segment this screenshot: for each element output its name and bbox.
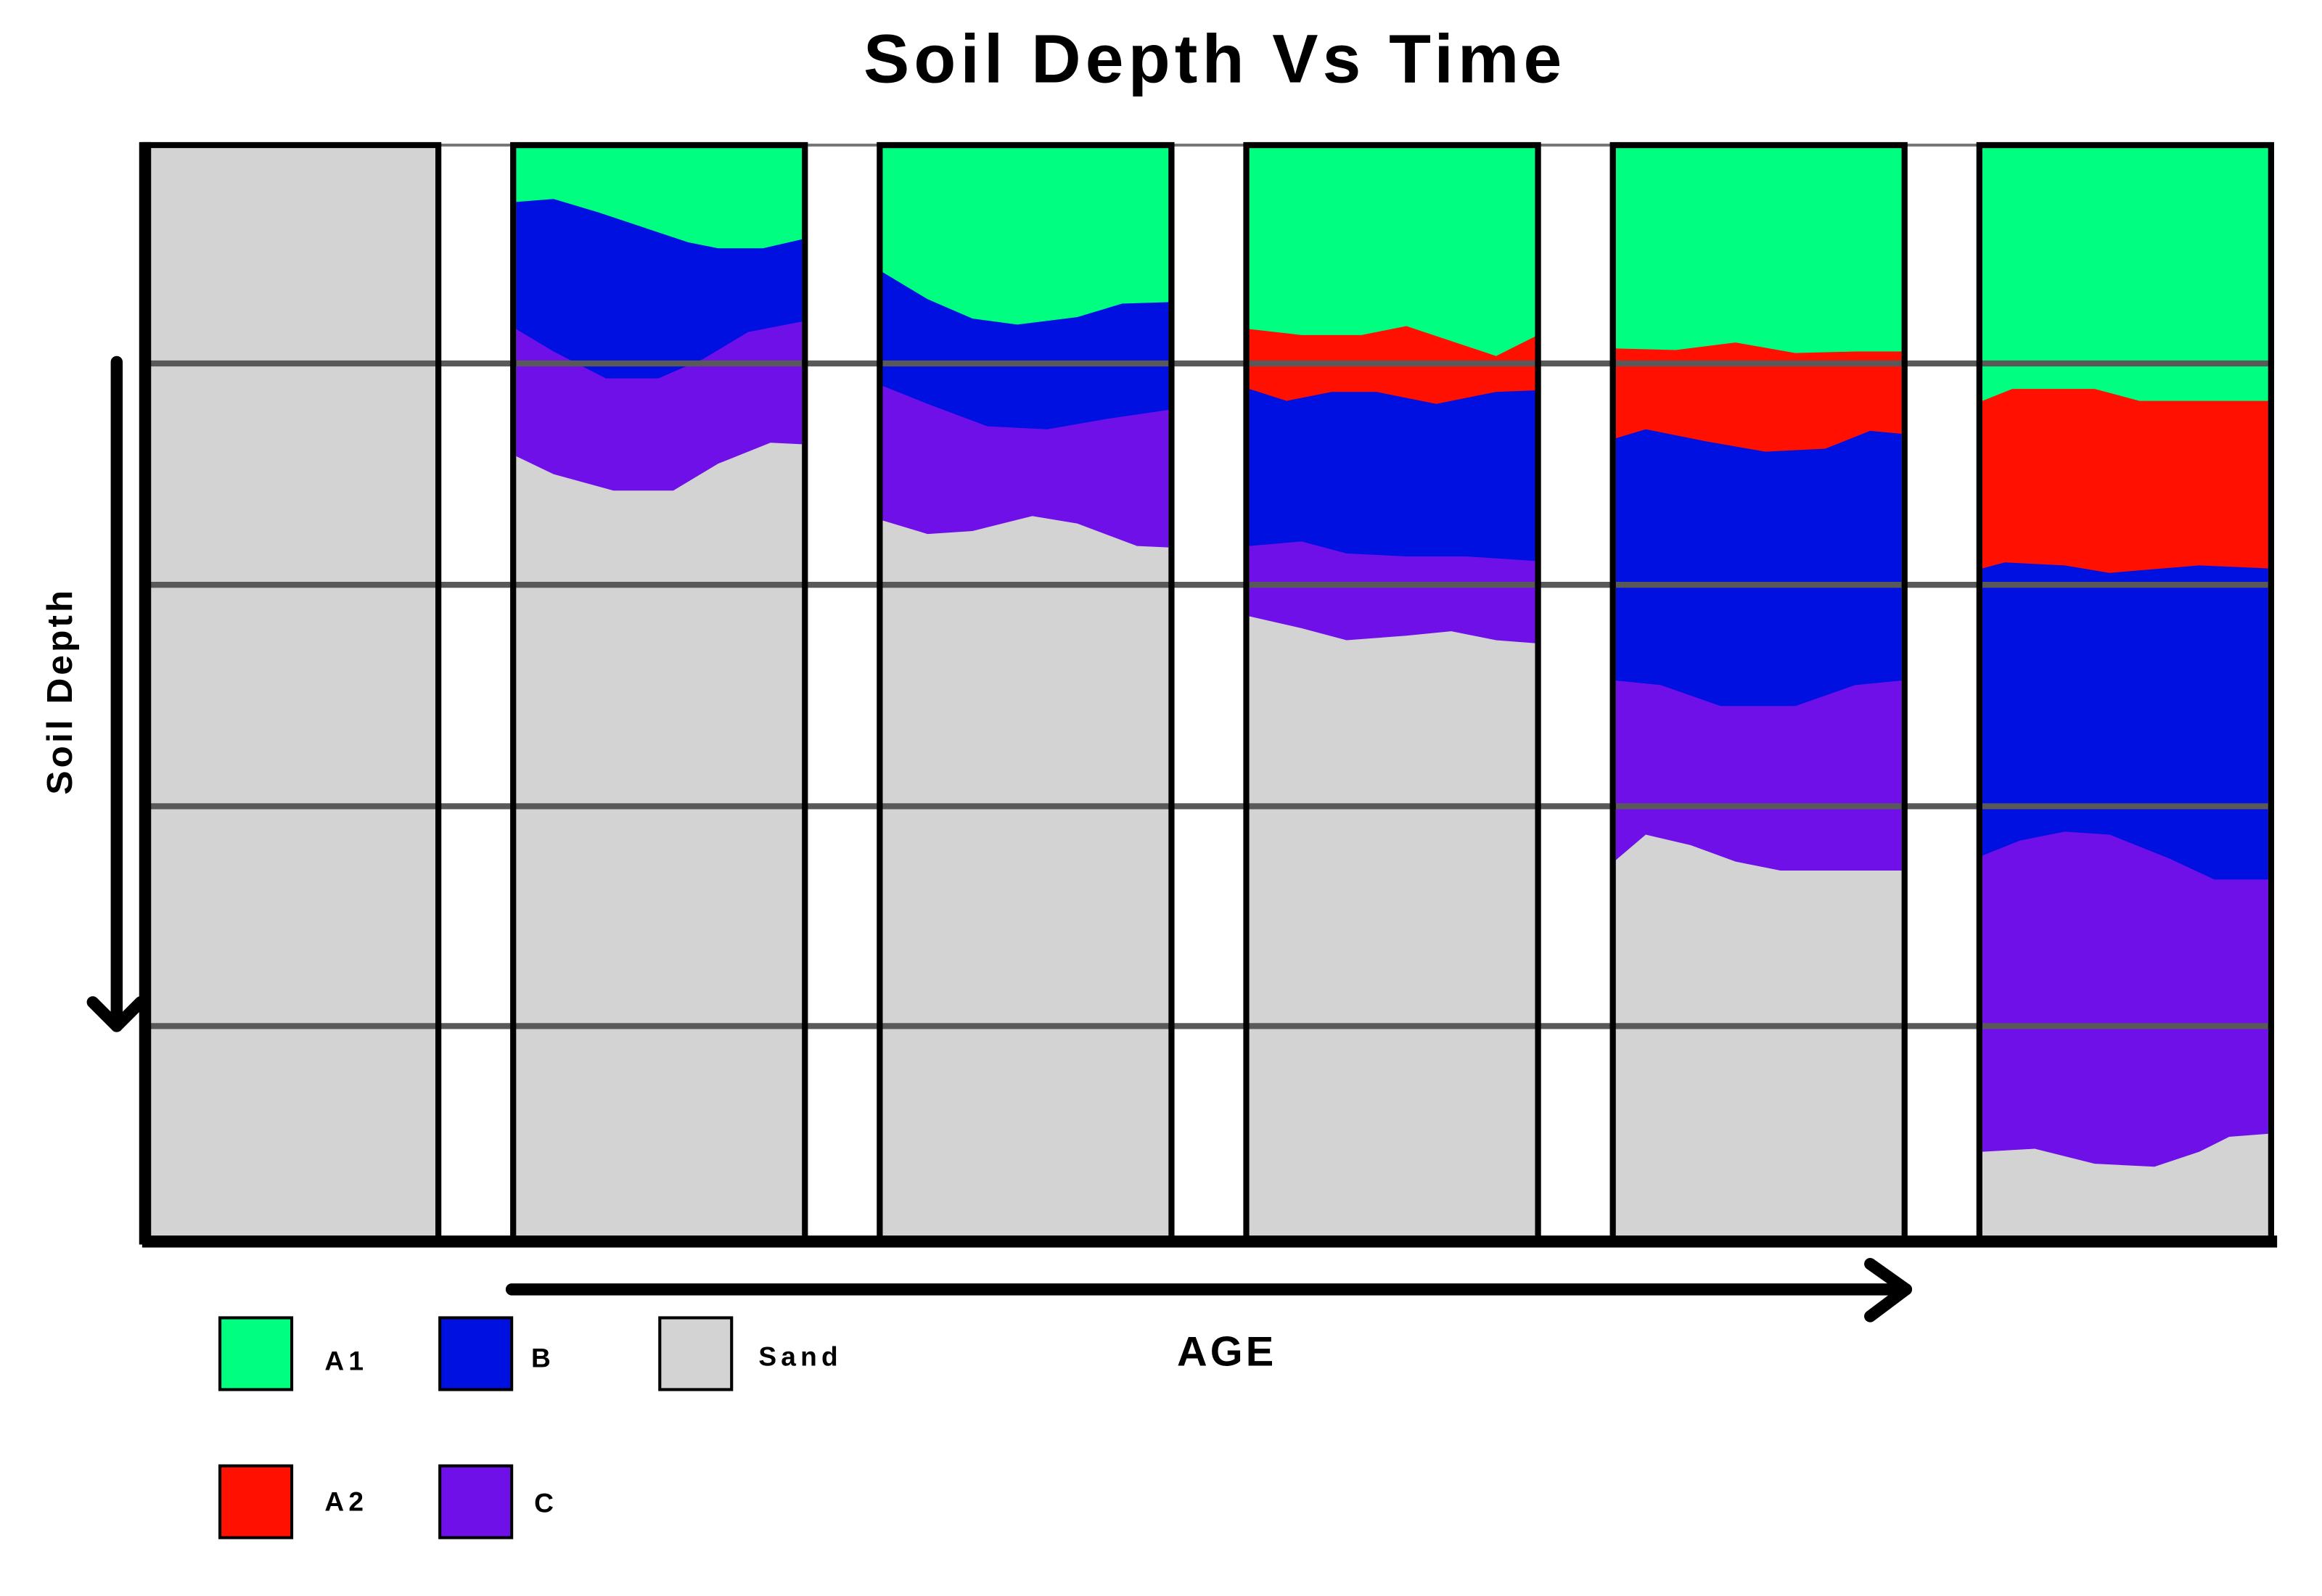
legend-swatch [218, 1316, 294, 1391]
layer-a1 [1982, 148, 2268, 401]
legend-label: C [534, 1488, 558, 1518]
legend-swatch [438, 1464, 514, 1539]
x-axis-label: AGE [1177, 1328, 1276, 1375]
layer-a1 [1249, 148, 1535, 356]
layer-a1 [882, 148, 1169, 325]
depth-arrow [86, 355, 147, 1032]
y-axis-label: Soil Depth [40, 588, 80, 795]
legend-label: Sand [758, 1341, 842, 1371]
legend-swatch [218, 1464, 294, 1539]
columns [148, 148, 2268, 1239]
layer-a1 [1615, 148, 1902, 353]
title: Soil Depth Vs Time [863, 20, 1567, 97]
grid [148, 143, 2275, 1029]
column-borders [139, 141, 2278, 1248]
column-1 [148, 148, 439, 1239]
legend-label: B [531, 1343, 555, 1373]
legend: A1 B Sand A2 C [218, 1316, 842, 1539]
legend-swatch [658, 1316, 734, 1391]
legend-swatch [438, 1316, 514, 1391]
legend-label: A1 [324, 1346, 368, 1376]
layer-a1 [516, 148, 803, 249]
age-arrow [505, 1258, 1913, 1323]
legend-label: A2 [324, 1486, 368, 1516]
